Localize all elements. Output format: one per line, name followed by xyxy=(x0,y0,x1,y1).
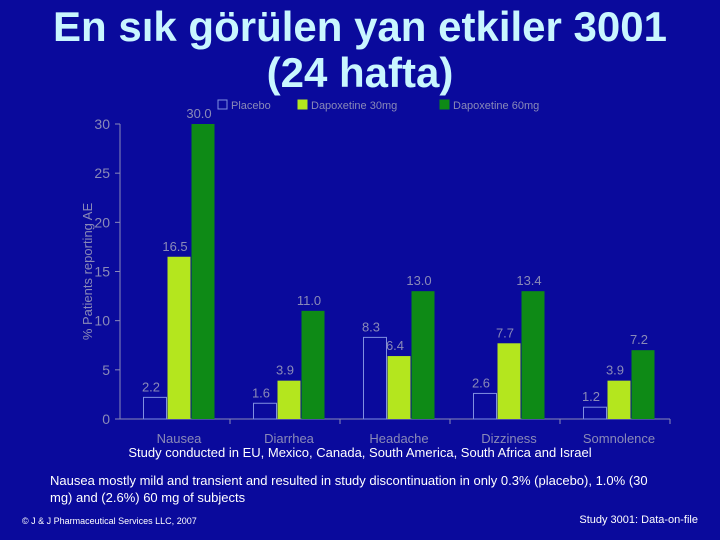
x-tick-label: Nausea xyxy=(157,431,203,446)
data-label: 13.4 xyxy=(516,273,541,288)
slide-title: En sık görülen yan etkiler 3001 (24 haft… xyxy=(0,4,720,96)
data-label: 1.2 xyxy=(582,389,600,404)
legend-swatch xyxy=(297,99,308,110)
y-tick-label: 30 xyxy=(94,116,110,132)
bar-placebo xyxy=(143,396,167,420)
bar-dapoxetine-30mg xyxy=(387,356,411,419)
data-label: 8.3 xyxy=(362,319,380,334)
y-tick-label: 10 xyxy=(94,313,110,329)
bar-placebo xyxy=(363,336,387,420)
data-label: 7.7 xyxy=(496,325,514,340)
bar-dapoxetine-30mg xyxy=(167,256,191,419)
x-tick-label: Dizziness xyxy=(481,431,537,446)
data-label: 2.6 xyxy=(472,375,490,390)
copyright-footer: © J & J Pharmaceutical Services LLC, 200… xyxy=(22,516,197,526)
bar-placebo xyxy=(583,406,607,420)
data-label: 1.6 xyxy=(252,385,270,400)
bar-dapoxetine-60mg xyxy=(191,124,215,419)
y-tick-label: 5 xyxy=(102,362,110,378)
legend-label: Placebo xyxy=(231,100,271,112)
x-tick-label: Somnolence xyxy=(583,431,655,446)
bar-dapoxetine-60mg xyxy=(301,310,325,419)
x-tick-label: Headache xyxy=(369,431,428,446)
legend-label: Dapoxetine 30mg xyxy=(311,100,397,112)
legend-swatch xyxy=(439,99,450,110)
bar-placebo xyxy=(253,402,277,420)
data-source-footer: Study 3001: Data-on-file xyxy=(579,514,698,526)
data-label: 11.0 xyxy=(297,293,321,308)
y-axis-label: % Patients reporting AE xyxy=(80,203,95,341)
study-caption: Study conducted in EU, Mexico, Canada, S… xyxy=(128,445,592,460)
bar-dapoxetine-30mg xyxy=(497,343,521,419)
bar-dapoxetine-60mg xyxy=(521,291,545,419)
data-label: 16.5 xyxy=(162,239,187,254)
bar-dapoxetine-60mg xyxy=(411,291,435,419)
title-line-1: En sık görülen yan etkiler 3001 xyxy=(53,3,667,50)
y-tick-label: 20 xyxy=(94,214,110,230)
nausea-note: Nausea mostly mild and transient and res… xyxy=(50,473,648,505)
bar-dapoxetine-60mg xyxy=(631,350,655,419)
title-line-2: (24 hafta) xyxy=(266,49,454,96)
bar-placebo xyxy=(473,392,497,420)
data-label: 6.4 xyxy=(386,338,404,353)
legend-label: Dapoxetine 60mg xyxy=(453,100,539,112)
x-tick-label: Diarrhea xyxy=(264,431,315,446)
data-label: 7.2 xyxy=(630,332,648,347)
data-label: 2.2 xyxy=(142,379,160,394)
data-label: 3.9 xyxy=(606,363,624,378)
bar-dapoxetine-30mg xyxy=(277,380,301,419)
y-tick-label: 25 xyxy=(94,165,110,181)
y-tick-label: 15 xyxy=(94,264,110,280)
data-label: 13.0 xyxy=(406,273,431,288)
y-tick-label: 0 xyxy=(102,411,110,427)
legend-swatch xyxy=(217,99,228,110)
data-label: 3.9 xyxy=(276,363,294,378)
data-label: 30.0 xyxy=(186,106,211,121)
bar-dapoxetine-30mg xyxy=(607,380,631,419)
